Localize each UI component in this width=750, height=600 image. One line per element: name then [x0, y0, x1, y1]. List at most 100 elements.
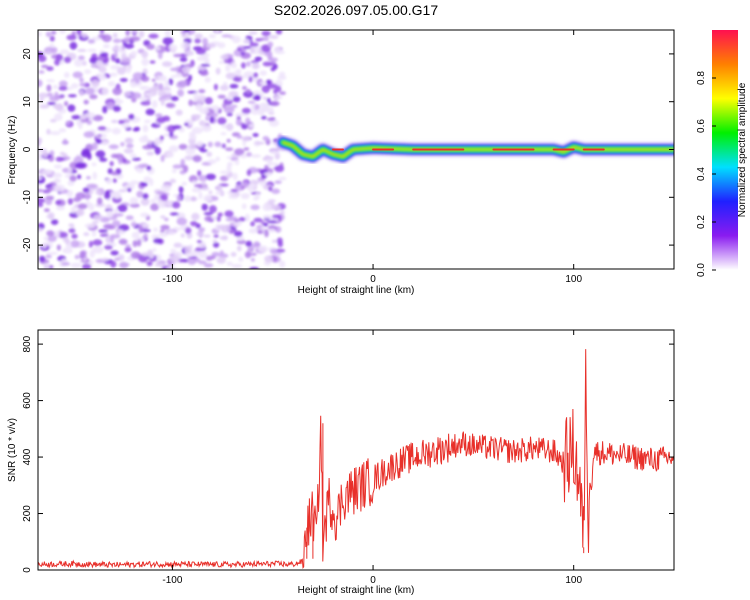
noise-speckle: [236, 134, 243, 139]
spectrogram-y-label: Frequency (Hz): [7, 116, 18, 185]
noise-speckle: [111, 45, 123, 52]
noise-speckle: [118, 189, 127, 193]
noise-speckle: [163, 183, 172, 187]
noise-speckle: [278, 176, 287, 181]
noise-speckle: [129, 153, 137, 158]
noise-speckle: [47, 101, 56, 106]
noise-speckle: [158, 232, 169, 238]
noise-speckle: [98, 66, 107, 73]
noise-speckle: [262, 222, 269, 227]
noise-speckle: [141, 58, 149, 66]
noise-speckle: [271, 188, 281, 194]
noise-speckle: [271, 214, 282, 219]
noise-speckle: [154, 194, 160, 201]
noise-speckle: [196, 140, 204, 147]
noise-speckle: [183, 30, 190, 33]
noise-speckle: [77, 48, 87, 53]
noise-speckle: [70, 262, 82, 268]
noise-speckle: [208, 190, 213, 195]
noise-speckle: [101, 258, 110, 262]
noise-speckle: [83, 131, 95, 138]
noise-speckle: [121, 53, 127, 60]
noise-speckle: [172, 125, 182, 130]
noise-speckle: [191, 187, 202, 193]
noise-speckle: [132, 240, 138, 248]
noise-speckle: [129, 197, 139, 205]
noise-speckle: [184, 155, 194, 161]
noise-speckle: [105, 234, 111, 243]
noise-speckle: [149, 178, 154, 187]
noise-speckle: [242, 38, 251, 44]
noise-speckle: [170, 96, 179, 102]
noise-speckle: [118, 156, 123, 165]
noise-speckle: [124, 247, 132, 253]
noise-speckle: [184, 245, 193, 254]
noise-speckle: [67, 104, 76, 112]
noise-speckle: [71, 233, 78, 239]
noise-speckle: [86, 176, 91, 180]
noise-speckle: [71, 115, 81, 120]
noise-speckle: [96, 197, 103, 205]
noise-speckle: [157, 75, 168, 82]
noise-speckle: [198, 89, 206, 94]
noise-speckle: [257, 230, 264, 234]
noise-speckle: [260, 104, 270, 112]
noise-speckle: [140, 75, 150, 82]
noise-speckle: [162, 37, 174, 46]
noise-speckle: [139, 97, 150, 101]
noise-speckle: [125, 65, 132, 74]
noise-speckle: [95, 190, 102, 195]
noise-speckle: [153, 238, 163, 244]
noise-speckle: [68, 228, 76, 234]
noise-speckle: [206, 151, 213, 157]
spectrogram-y-tick-label: -20: [22, 237, 33, 252]
noise-speckle: [146, 43, 155, 50]
snr-axes-frame: [37, 329, 675, 571]
noise-speckle: [275, 30, 283, 35]
noise-speckle: [91, 162, 97, 167]
noise-speckle: [185, 147, 196, 155]
noise-speckle: [38, 31, 43, 37]
noise-speckle: [92, 115, 104, 122]
noise-speckle: [137, 164, 147, 169]
noise-speckle: [38, 152, 42, 157]
noise-speckle: [162, 115, 171, 122]
spectrogram-y-tick-label: 20: [22, 48, 33, 60]
noise-speckle: [95, 60, 104, 68]
noise-speckle: [228, 171, 233, 178]
noise-speckle: [95, 202, 105, 208]
noise-speckle: [59, 30, 66, 34]
noise-speckle: [231, 263, 243, 269]
noise-speckle: [59, 151, 65, 156]
noise-speckle: [80, 150, 92, 158]
noise-speckle: [54, 184, 66, 192]
noise-speckle: [125, 30, 130, 36]
noise-speckle: [271, 162, 279, 166]
noise-speckle: [110, 153, 118, 159]
noise-speckle: [191, 180, 198, 184]
noise-speckle: [241, 107, 251, 114]
noise-speckle: [88, 203, 95, 211]
noise-speckle: [157, 200, 168, 209]
noise-speckle: [253, 196, 259, 201]
noise-speckle: [52, 84, 59, 90]
noise-speckle: [271, 239, 278, 243]
noise-speckle: [152, 248, 157, 252]
noise-speckle: [191, 212, 200, 221]
frequency-ridge: [275, 111, 674, 179]
noise-speckle: [249, 47, 255, 54]
noise-speckle: [226, 138, 231, 143]
spectrogram-x-label: Height of straight line (km): [298, 285, 415, 296]
noise-speckle: [179, 57, 188, 62]
noise-speckle: [160, 224, 170, 230]
noise-speckle: [68, 223, 75, 227]
noise-speckle: [56, 244, 62, 251]
noise-speckle: [109, 161, 114, 167]
noise-speckle: [124, 137, 134, 144]
noise-speckle: [47, 92, 53, 97]
noise-speckle: [63, 156, 71, 160]
noise-speckle: [47, 235, 57, 242]
noise-speckle: [223, 106, 235, 114]
noise-speckle: [119, 262, 130, 267]
noise-speckle: [253, 94, 261, 101]
